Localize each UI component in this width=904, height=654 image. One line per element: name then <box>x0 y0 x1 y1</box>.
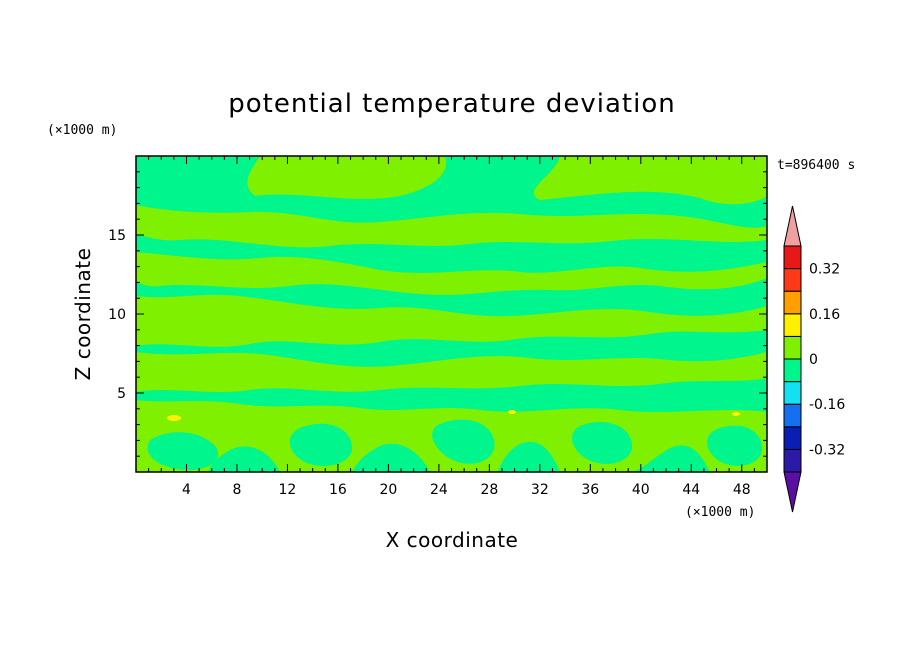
colorbar-bin <box>783 426 802 450</box>
positive-band <box>136 252 767 295</box>
colorbar-bin <box>783 313 802 337</box>
x-tick-label: 32 <box>531 482 549 498</box>
y-unit-label: (×1000 m) <box>47 123 117 138</box>
positive-band <box>136 294 767 347</box>
contour-field <box>136 156 767 472</box>
colorbar-bin <box>783 358 802 383</box>
y-tick-label: 10 <box>108 307 126 323</box>
negative-pocket <box>432 419 495 464</box>
positive-band <box>136 205 767 248</box>
x-tick-label: 40 <box>632 482 650 498</box>
high-spot <box>167 415 181 421</box>
colorbar-bin <box>783 381 802 405</box>
negative-pocket <box>289 423 353 466</box>
colorbar-bin <box>783 448 802 473</box>
negative-pocket <box>147 432 219 470</box>
x-tick-label: 16 <box>329 482 347 498</box>
positive-band <box>136 352 767 392</box>
x-axis-title: X coordinate <box>386 528 519 552</box>
high-spot <box>732 412 740 416</box>
colorbar-bin <box>783 245 802 270</box>
y-axis-title: Z coordinate <box>71 248 95 381</box>
x-tick-label: 4 <box>182 482 191 498</box>
y-tick-label: 5 <box>117 386 126 402</box>
x-tick-label: 24 <box>430 482 448 498</box>
x-tick-label: 48 <box>733 482 751 498</box>
colorbar-bin <box>783 335 802 360</box>
y-axis: 5 10 15 <box>108 171 767 457</box>
colorbar-bin <box>783 268 802 292</box>
x-tick-label: 28 <box>480 482 498 498</box>
colorbar-extend-min <box>783 471 802 513</box>
x-axis: 4 8 12 16 20 24 28 32 36 40 44 48 <box>148 156 755 498</box>
chart-title: potential temperature deviation <box>228 89 675 119</box>
x-tick-label: 8 <box>232 482 241 498</box>
negative-pocket <box>707 425 763 466</box>
colorbar-extend-max <box>783 205 802 247</box>
colorbar-tick-label: -0.32 <box>809 442 845 458</box>
colorbar-tick-label: 0.32 <box>809 262 840 278</box>
colorbar: -0.32 -0.16 0 0.16 0.32 <box>783 205 845 513</box>
high-spot <box>508 410 516 414</box>
positive-band <box>136 156 767 205</box>
colorbar-tick-label: 0 <box>809 352 818 368</box>
colorbar-bin <box>783 290 802 315</box>
colorbar-tick-label: -0.16 <box>809 397 845 413</box>
time-label: t=896400 s <box>777 158 855 173</box>
x-unit-label: (×1000 m) <box>685 505 755 520</box>
colorbar-tick-label: 0.16 <box>809 307 840 323</box>
colorbar-bin <box>783 403 802 428</box>
x-tick-label: 36 <box>581 482 599 498</box>
x-tick-label: 44 <box>682 482 700 498</box>
x-tick-label: 20 <box>379 482 397 498</box>
x-tick-label: 12 <box>279 482 297 498</box>
negative-pocket <box>572 422 633 464</box>
y-tick-label: 15 <box>108 228 126 244</box>
